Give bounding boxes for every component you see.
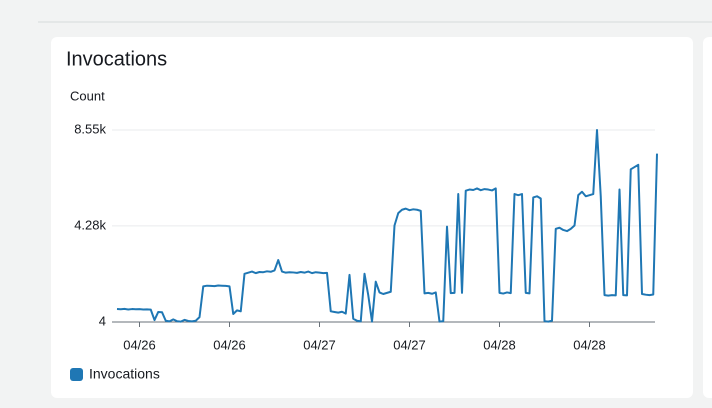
- x-tick-label: 04/28: [573, 337, 606, 352]
- x-tick-label: 04/26: [123, 337, 156, 352]
- chart-title: Invocations: [66, 48, 167, 70]
- x-tick-label: 04/27: [303, 337, 336, 352]
- card-next: [703, 37, 712, 398]
- x-tick-label: 04/28: [483, 337, 516, 352]
- y-tick-label: 4: [99, 313, 106, 328]
- legend-label: Invocations: [89, 366, 160, 382]
- card: [51, 37, 693, 398]
- y-axis-label: Count: [70, 88, 105, 103]
- y-tick-label: 8.55k: [74, 121, 106, 136]
- legend-swatch: [70, 368, 83, 381]
- y-tick-label: 4.28k: [74, 217, 106, 232]
- x-tick-label: 04/26: [213, 337, 246, 352]
- series-line: [116, 129, 658, 323]
- x-tick-label: 04/27: [393, 337, 426, 352]
